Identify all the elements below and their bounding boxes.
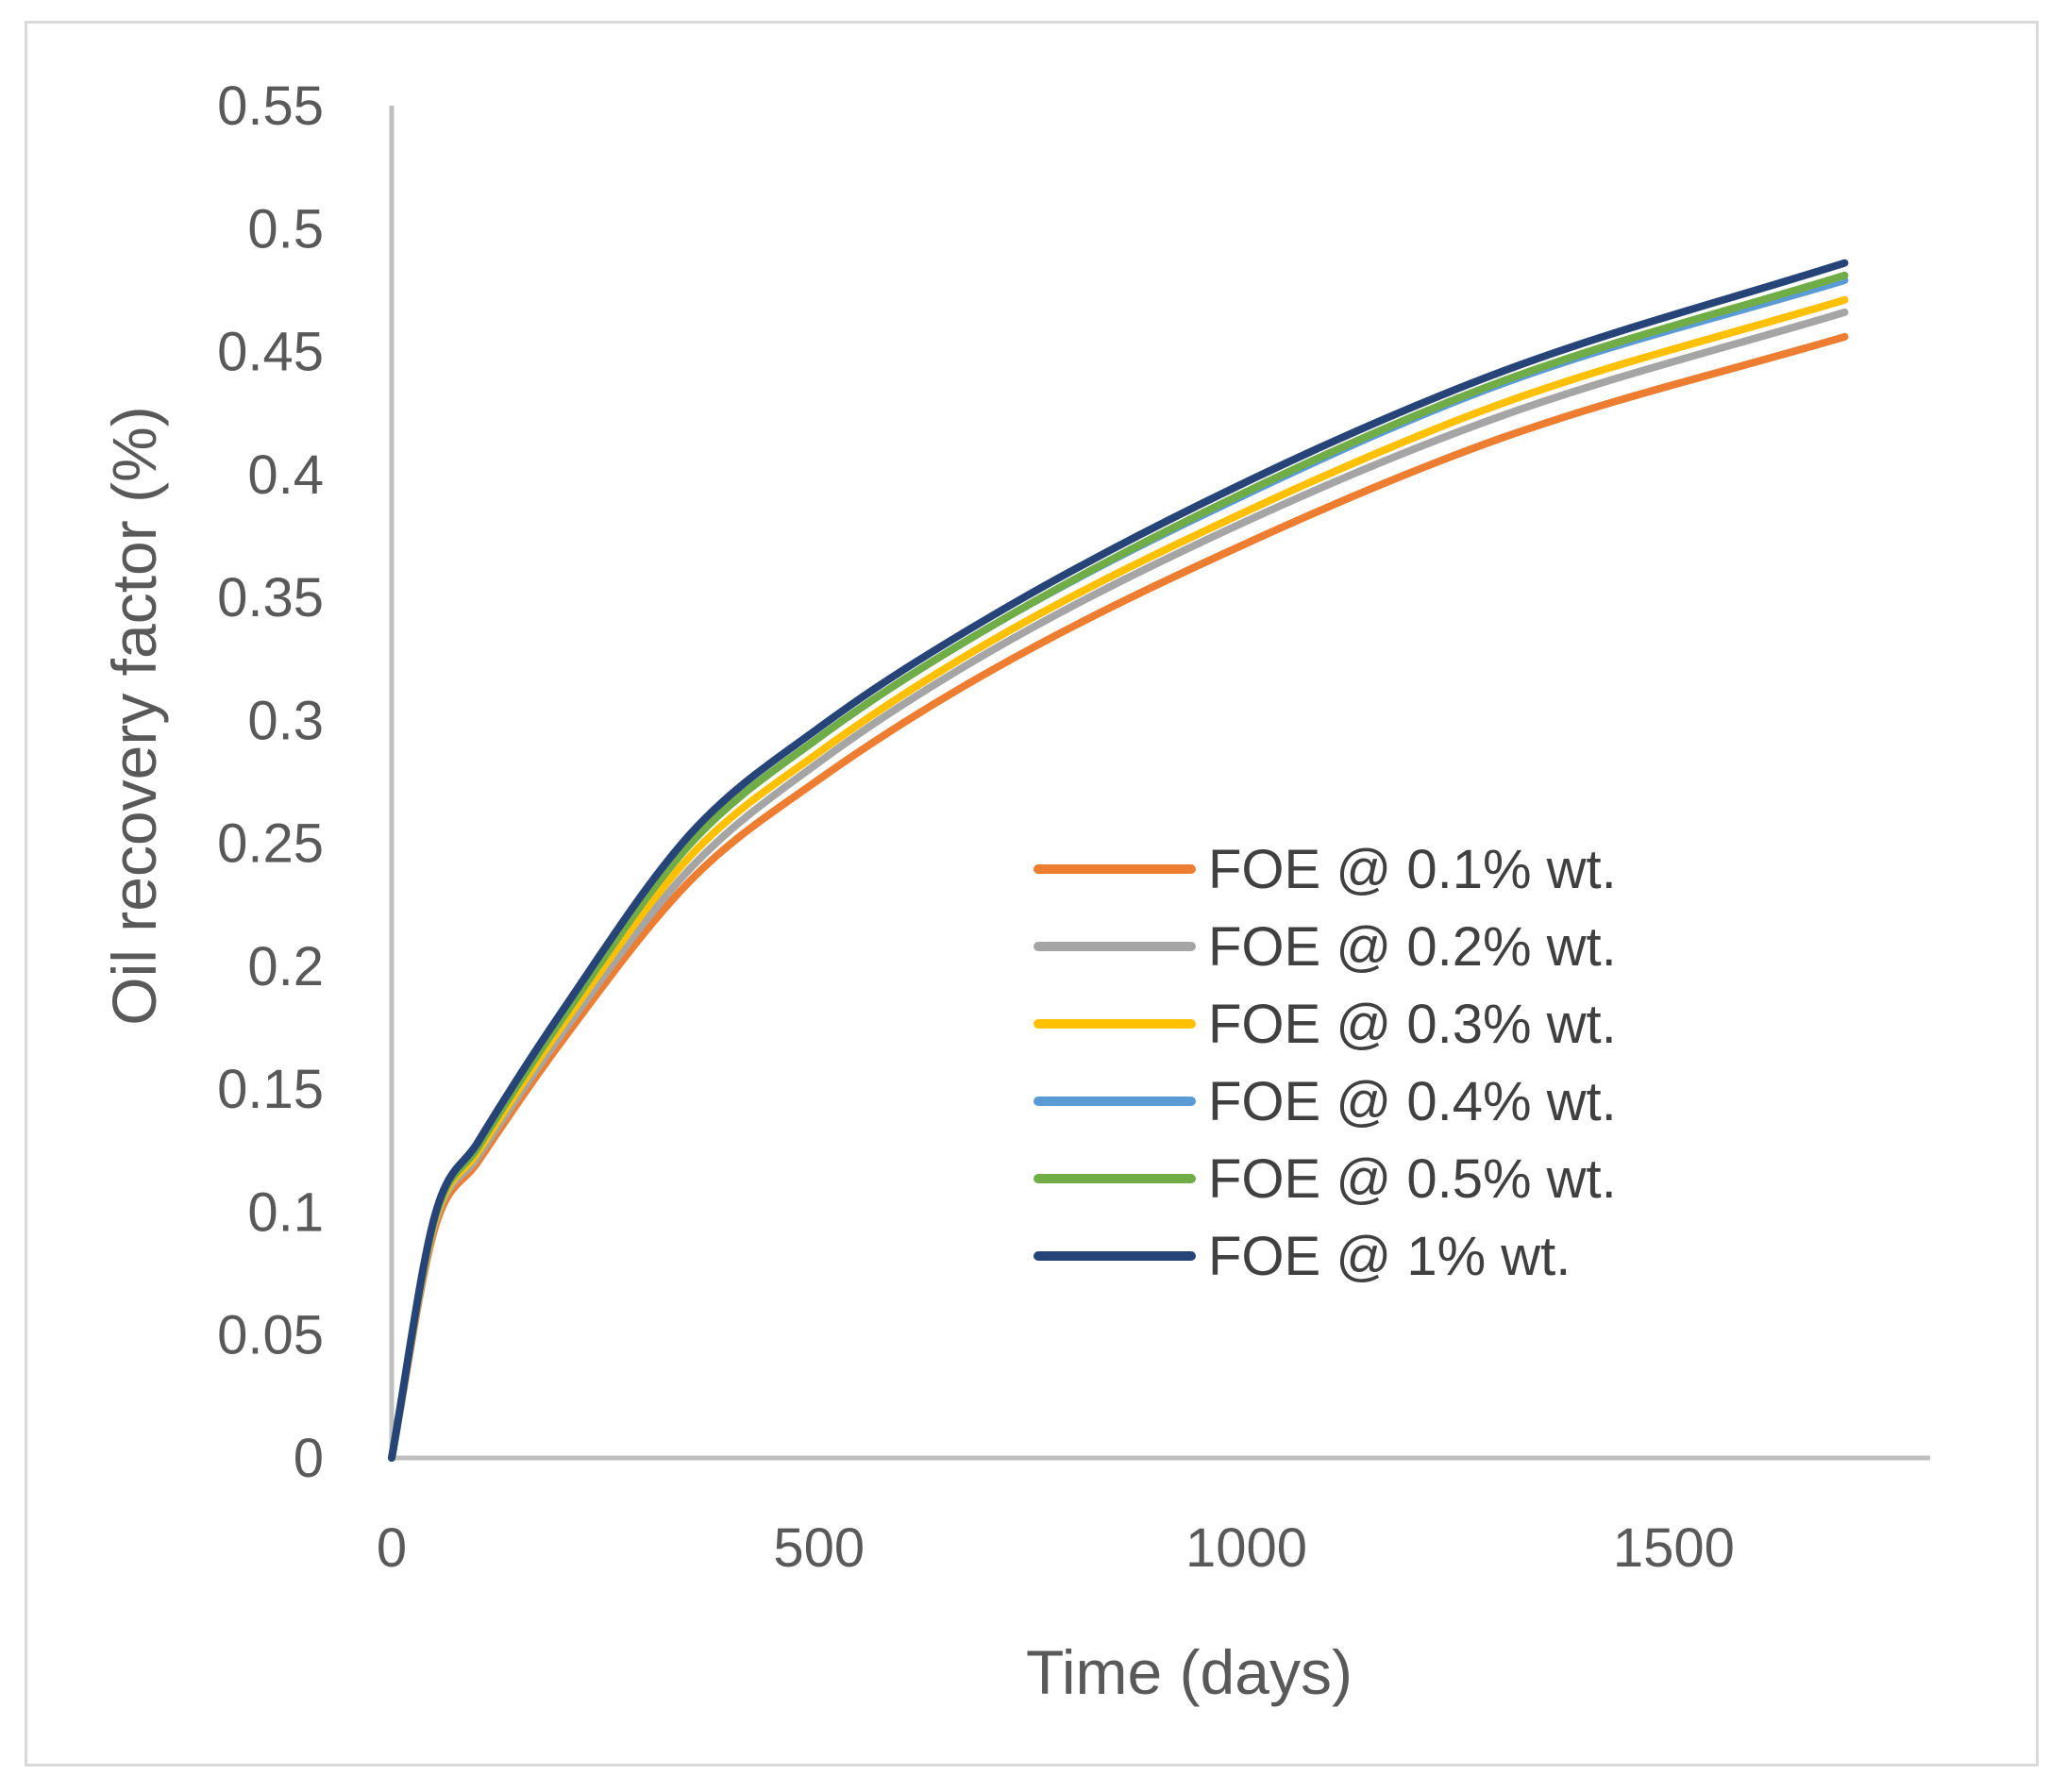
x-tick-label: 1500 — [1613, 1517, 1735, 1579]
legend-label: FOE @ 0.5% wt. — [1208, 1148, 1617, 1210]
series-line-1 — [388, 332, 1849, 1462]
legend-label: FOE @ 1% wt. — [1208, 1226, 1571, 1287]
y-tick-label: 0.3 — [247, 690, 324, 751]
y-tick-label: 0.1 — [247, 1181, 324, 1243]
y-tick-label: 0.55 — [217, 75, 324, 137]
x-axis-title: Time (days) — [1026, 1637, 1353, 1707]
series-line-6 — [388, 259, 1849, 1462]
series-lines — [388, 259, 1849, 1462]
y-axis-title: Oil recovery factor (%) — [99, 406, 169, 1025]
legend-label: FOE @ 0.2% wt. — [1208, 916, 1617, 978]
legend-label: FOE @ 0.4% wt. — [1208, 1071, 1617, 1132]
y-tick-label: 0.35 — [217, 567, 324, 628]
y-tick-label: 0.2 — [247, 936, 324, 997]
x-tick-labels: 0 500 1000 1500 — [377, 1517, 1735, 1579]
y-tick-label: 0.5 — [247, 198, 324, 260]
legend-label: FOE @ 0.1% wt. — [1208, 839, 1617, 900]
y-tick-label: 0.4 — [247, 444, 324, 506]
x-tick-label: 1000 — [1185, 1517, 1307, 1579]
y-tick-label: 0.25 — [217, 813, 324, 875]
x-tick-label: 500 — [773, 1517, 865, 1579]
axes — [389, 106, 1930, 1461]
x-tick-label: 0 — [377, 1517, 407, 1579]
y-tick-label: 0.45 — [217, 322, 324, 383]
y-tick-label: 0.05 — [217, 1305, 324, 1366]
series-line-3 — [388, 295, 1849, 1462]
legend-label: FOE @ 0.3% wt. — [1208, 994, 1617, 1055]
y-tick-label: 0 — [294, 1428, 324, 1489]
y-tick-label: 0.15 — [217, 1059, 324, 1120]
y-tick-labels: 0 0.05 0.1 0.15 0.2 0.25 0.3 0.35 0.4 0.45 0.5 0.55 — [217, 75, 324, 1489]
legend: FOE @ 0.1% wt. FOE @ 0.2% wt. FOE @ 0.3% w… — [1034, 839, 1617, 1287]
series-line-2 — [388, 308, 1849, 1462]
chart-frame — [25, 21, 2039, 1767]
